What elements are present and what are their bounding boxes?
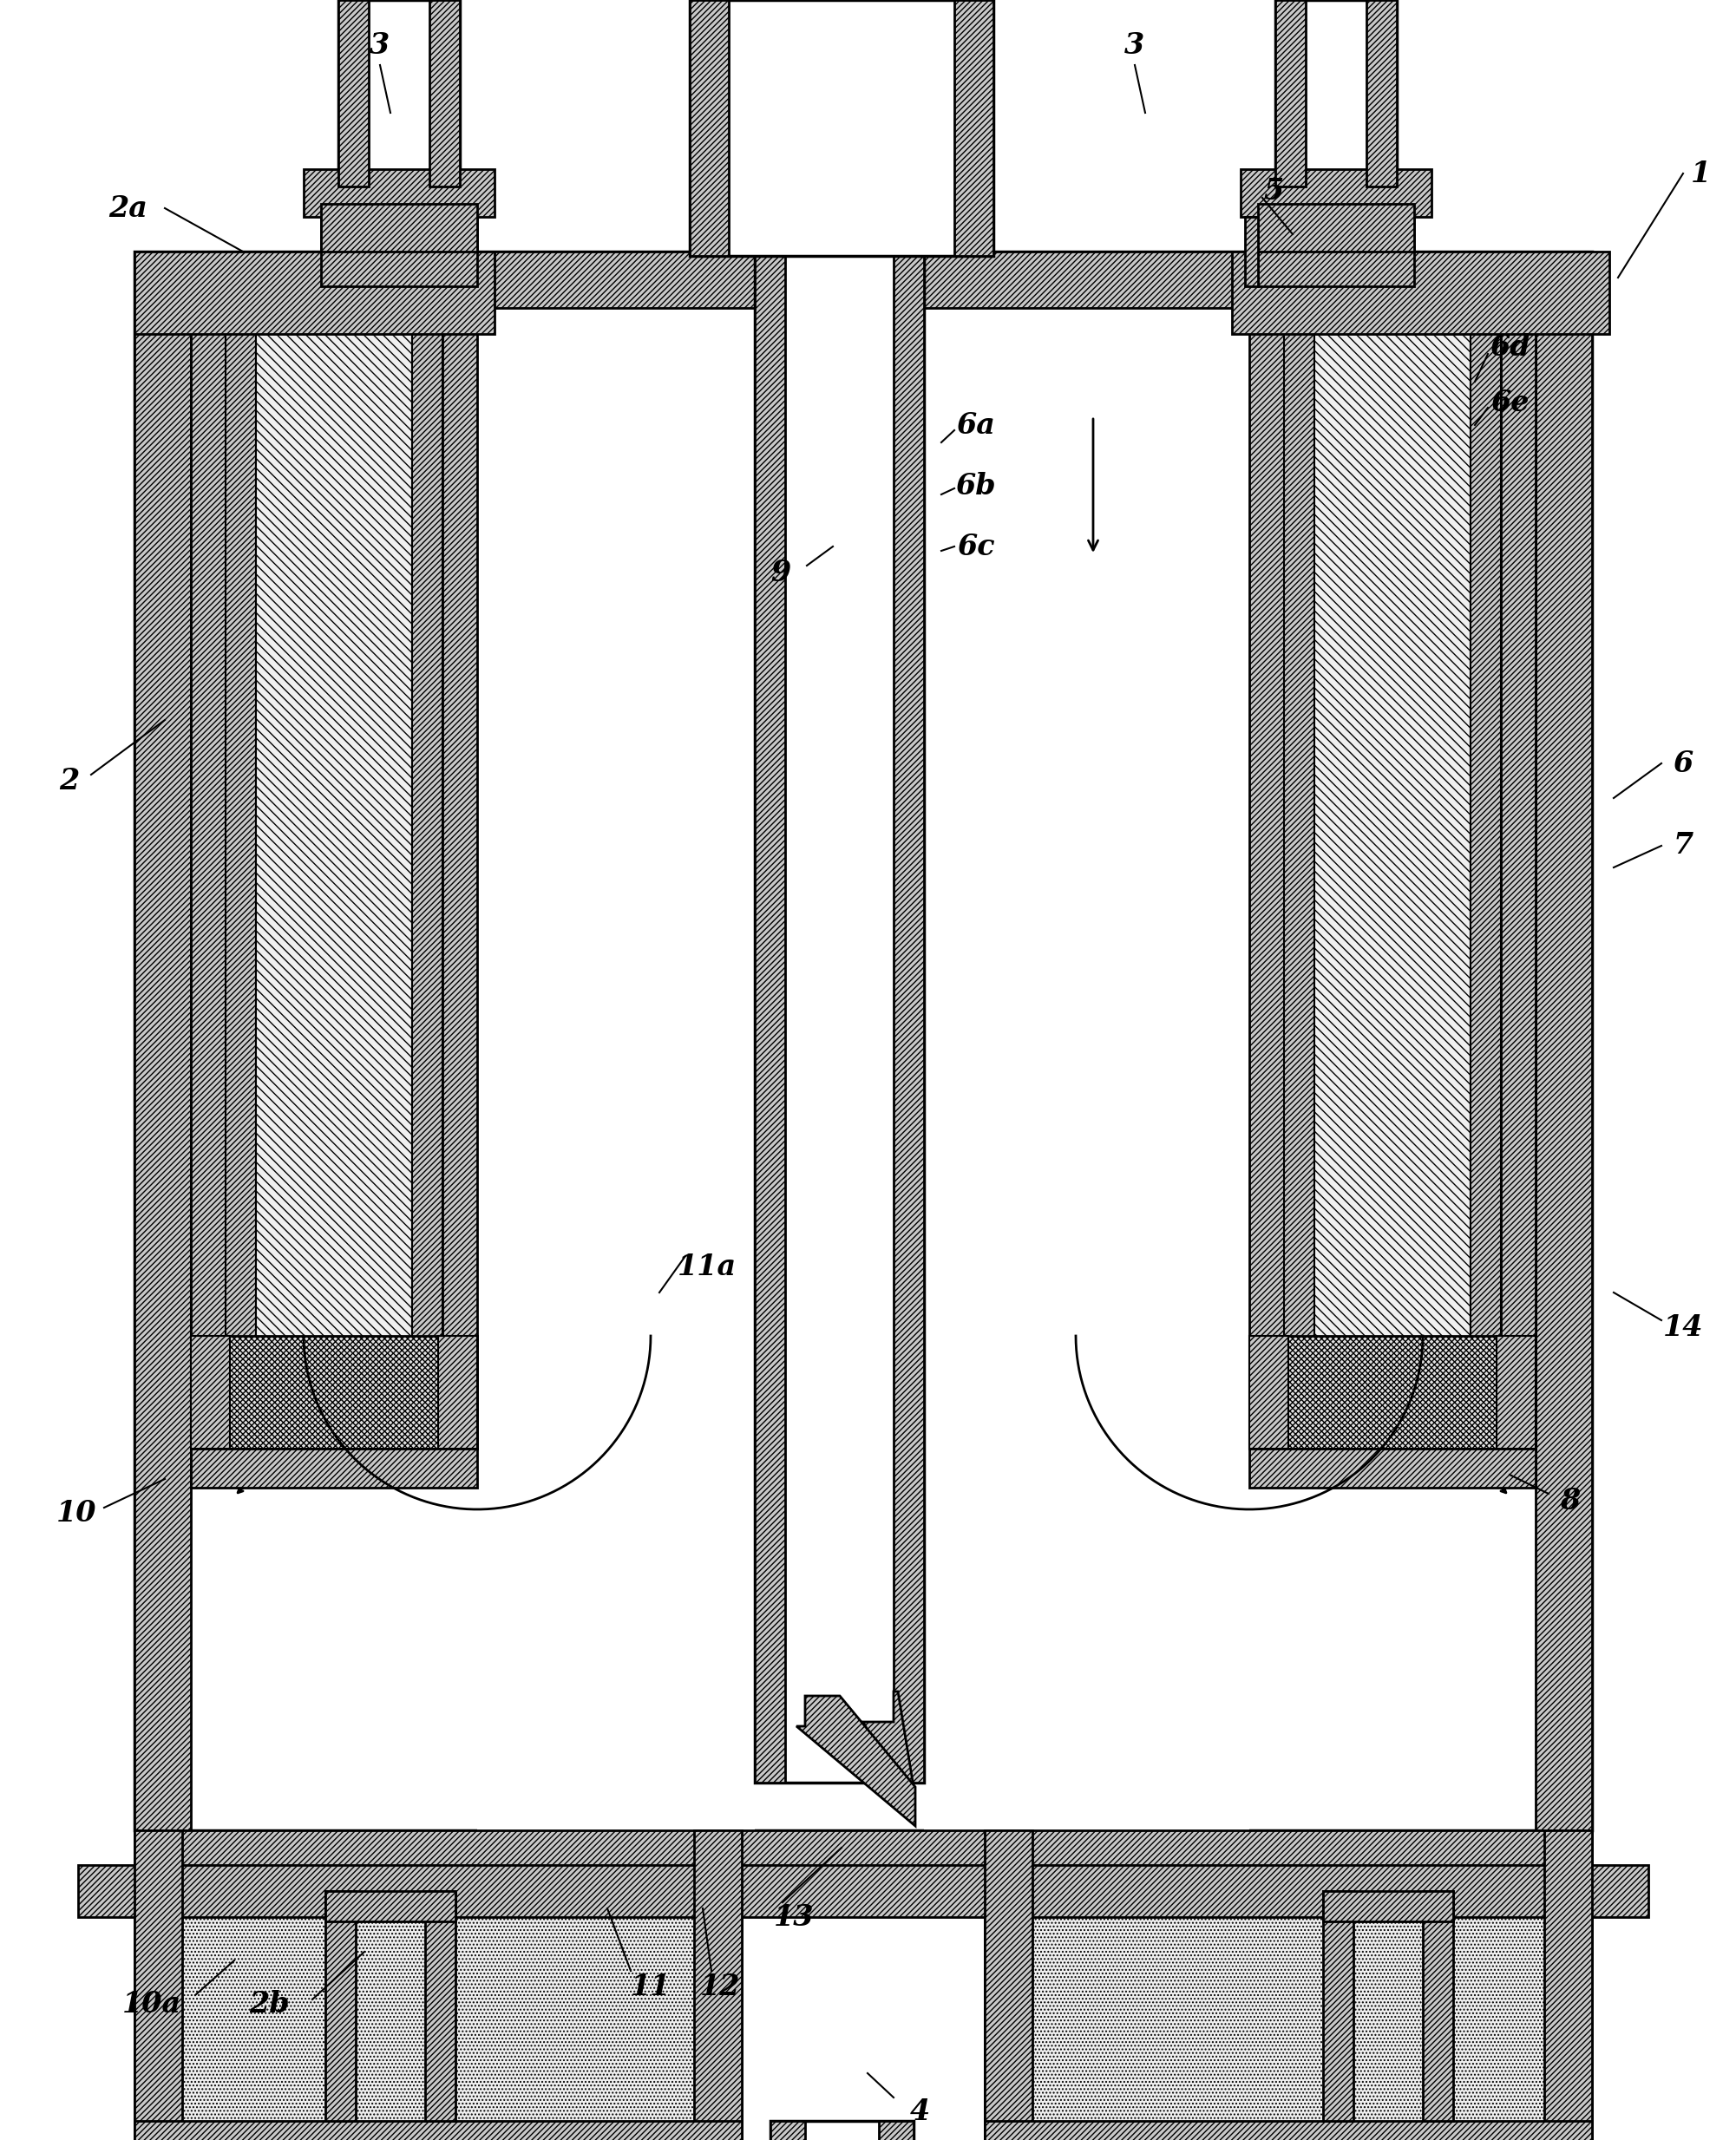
Bar — [134, 253, 191, 1830]
Bar — [429, 0, 460, 186]
Bar — [984, 1830, 1033, 2140]
Bar — [425, 1892, 455, 2121]
Bar — [1259, 216, 1415, 287]
Text: 5: 5 — [1264, 175, 1283, 205]
Bar — [955, 0, 993, 257]
Bar — [325, 1892, 455, 1922]
Bar — [134, 2121, 741, 2140]
Bar — [1470, 308, 1502, 1449]
Bar — [191, 1188, 1536, 1445]
Bar — [1502, 308, 1536, 1449]
Text: 13: 13 — [774, 1902, 814, 1932]
Text: 8: 8 — [1561, 1487, 1580, 1515]
Bar — [1496, 1335, 1536, 1449]
Text: 6c: 6c — [957, 533, 995, 561]
Text: 9: 9 — [771, 559, 792, 586]
Bar — [1250, 1449, 1536, 1487]
Bar — [325, 1892, 356, 2121]
Bar — [411, 308, 443, 1449]
Bar — [191, 1335, 229, 1449]
Text: 12: 12 — [700, 1973, 740, 2001]
Bar — [191, 308, 226, 1449]
Polygon shape — [797, 1695, 915, 1825]
Bar — [304, 169, 495, 216]
Text: 3: 3 — [1125, 30, 1144, 60]
Bar — [1233, 253, 1609, 334]
Bar — [984, 1830, 1592, 2140]
Bar — [878, 2121, 913, 2140]
Bar — [1323, 1892, 1354, 2121]
Text: 11a: 11a — [677, 1252, 736, 1282]
Text: 6d: 6d — [1489, 332, 1529, 362]
Text: 6: 6 — [1674, 749, 1693, 777]
Text: 11: 11 — [630, 1973, 670, 2001]
Polygon shape — [863, 1691, 913, 1821]
Bar — [771, 2121, 913, 2140]
Text: 1: 1 — [1691, 158, 1710, 188]
Text: 6e: 6e — [1489, 389, 1529, 417]
Bar — [321, 216, 477, 287]
Bar — [771, 2121, 806, 2140]
Bar — [1424, 1892, 1453, 2121]
Bar — [1450, 1188, 1536, 1445]
Bar — [134, 1830, 1592, 1879]
Bar — [1245, 216, 1259, 287]
Bar — [226, 308, 255, 1449]
Bar — [477, 308, 755, 1830]
Bar — [984, 2121, 1592, 2140]
Bar — [134, 253, 495, 334]
Bar — [1366, 0, 1397, 186]
Bar — [78, 1866, 1649, 1917]
Bar — [1536, 253, 1592, 1830]
Text: 7: 7 — [1674, 832, 1693, 860]
Bar — [191, 1188, 278, 1445]
Bar — [1276, 0, 1305, 186]
Bar — [339, 0, 460, 186]
Bar — [694, 1830, 741, 2140]
Bar — [437, 1335, 477, 1449]
Text: 10: 10 — [56, 1500, 97, 1528]
Text: 10a: 10a — [122, 1990, 181, 2018]
Bar — [191, 1449, 477, 1487]
Text: 14: 14 — [1663, 1312, 1703, 1342]
Text: 2a: 2a — [109, 195, 148, 223]
Bar — [1250, 1335, 1288, 1449]
Text: 2b: 2b — [248, 1990, 290, 2018]
Bar — [1250, 308, 1285, 1449]
Text: 4: 4 — [910, 2097, 930, 2127]
Bar — [255, 308, 411, 1449]
Bar — [134, 253, 1592, 308]
Bar — [1276, 0, 1397, 186]
Text: 6b: 6b — [957, 471, 996, 501]
Bar — [894, 113, 924, 1783]
Bar — [1250, 1335, 1536, 1449]
Bar — [321, 203, 477, 253]
Bar — [1241, 169, 1432, 216]
Bar — [924, 308, 1250, 1830]
Bar — [1323, 1892, 1453, 1922]
Bar — [191, 1335, 477, 1449]
Bar — [1285, 308, 1314, 1449]
Bar — [755, 113, 785, 1783]
Text: 3: 3 — [370, 30, 391, 60]
Text: 6a: 6a — [957, 411, 995, 439]
Bar — [134, 253, 1592, 1830]
Bar — [339, 0, 368, 186]
Bar — [134, 1830, 741, 2140]
Bar — [443, 308, 477, 1449]
Bar — [689, 0, 993, 257]
Bar — [755, 113, 924, 1783]
Bar — [1545, 1830, 1592, 2140]
Bar — [689, 0, 729, 257]
Bar — [1259, 203, 1415, 253]
Text: 2: 2 — [59, 766, 80, 796]
Bar — [1314, 308, 1470, 1449]
Bar — [134, 1830, 182, 2140]
